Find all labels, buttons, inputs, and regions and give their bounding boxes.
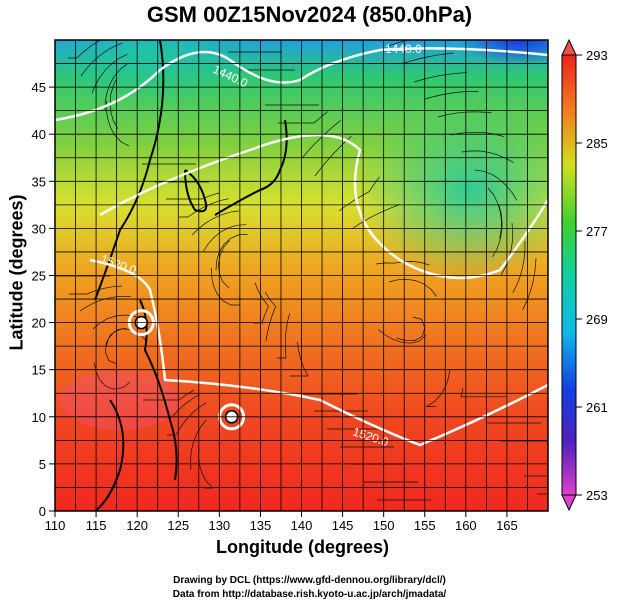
streamline	[80, 42, 123, 77]
streamline	[69, 285, 122, 295]
streamline	[377, 329, 427, 344]
streamline	[91, 53, 128, 94]
colorbar-top-arrow	[561, 38, 577, 56]
streamline	[106, 100, 130, 147]
x-axis-label: Longitude (degrees)	[215, 537, 389, 557]
x-tick-label: 160	[455, 518, 477, 533]
streamline	[215, 234, 248, 271]
contour-label: 1440.0	[385, 42, 422, 56]
y-axis-ticks: 0 5 10 15 20 25 30 35 40 45	[32, 80, 55, 519]
x-tick-label: 120	[126, 518, 148, 533]
x-tick-label: 115	[86, 518, 107, 533]
y-tick-label: 35	[32, 174, 46, 189]
streamline	[424, 91, 479, 100]
streamline	[92, 314, 143, 330]
streamline	[461, 150, 514, 164]
streamline	[68, 40, 102, 59]
y-tick-label: 0	[39, 504, 46, 519]
y-tick-label: 45	[32, 80, 46, 95]
streamline	[211, 267, 240, 306]
x-tick-label: 125	[167, 518, 189, 533]
streamline	[105, 328, 127, 365]
streamline	[400, 52, 454, 65]
streamline	[474, 169, 518, 201]
y-tick-label: 15	[32, 363, 46, 378]
y-tick-label: 40	[32, 127, 46, 142]
y-axis-label: Latitude (degrees)	[6, 194, 27, 351]
lat-lon-grid	[55, 40, 548, 511]
streamline	[55, 40, 83, 41]
streamline	[388, 278, 437, 297]
streamline	[351, 204, 401, 230]
streamline	[314, 135, 352, 177]
streamline	[396, 316, 426, 341]
y-tick-label: 25	[32, 269, 46, 284]
colorbar-tick-label: 285	[586, 136, 608, 151]
streamline	[487, 187, 502, 239]
streamline	[492, 204, 503, 257]
colorbar-bottom-arrow	[561, 494, 577, 512]
x-tick-label: 155	[414, 518, 436, 533]
colorbar-tick-label: 293	[586, 48, 608, 63]
y-tick-label: 20	[32, 316, 46, 331]
streamline	[425, 369, 451, 407]
credit-data: Data from http://database.rish.kyoto-u.a…	[172, 589, 447, 600]
streamline	[218, 240, 230, 289]
colorbar-tick-label: 269	[586, 312, 608, 327]
streamline	[104, 63, 128, 112]
streamline	[179, 198, 229, 218]
colorbar-tick-label: 261	[586, 400, 608, 415]
x-tick-label: 130	[208, 518, 230, 533]
y-tick-label: 10	[32, 410, 46, 425]
geopotential-contours	[55, 47, 548, 447]
streamline	[387, 40, 410, 47]
credit-drawing: Drawing by DCL (https://www.gfd-dennou.o…	[173, 575, 446, 586]
colorbar-tick-label: 277	[586, 224, 608, 239]
streamline	[202, 224, 247, 253]
y-tick-label: 30	[32, 221, 46, 236]
streamline	[166, 192, 220, 200]
streamline	[437, 111, 492, 118]
x-axis-ticks: 110 115 120 125 130 135 140 145 150 155 160 165	[45, 511, 518, 533]
y-tick-label: 5	[39, 457, 46, 472]
colorbar: 293 285 277 269 261 253	[561, 38, 608, 512]
map-title: GSM 00Z15Nov2024 (850.0hPa)	[146, 2, 473, 27]
streamline	[413, 72, 468, 83]
streamline	[190, 419, 207, 471]
x-tick-label: 140	[291, 518, 313, 533]
streamline	[522, 257, 537, 310]
x-tick-label: 150	[373, 518, 395, 533]
x-tick-label: 165	[496, 518, 518, 533]
wind-streamlines	[55, 40, 548, 501]
x-tick-label: 145	[332, 518, 354, 533]
streamline	[290, 341, 309, 377]
streamline	[500, 222, 514, 275]
x-tick-label: 110	[45, 518, 66, 533]
colorbar-tick-label: 253	[586, 488, 608, 503]
streamline	[301, 120, 341, 159]
streamline	[512, 240, 526, 294]
streamline	[143, 389, 195, 401]
streamline	[460, 387, 507, 398]
streamline	[278, 111, 329, 124]
streamline	[338, 176, 380, 212]
x-tick-label: 135	[250, 518, 272, 533]
streamline	[264, 291, 277, 342]
